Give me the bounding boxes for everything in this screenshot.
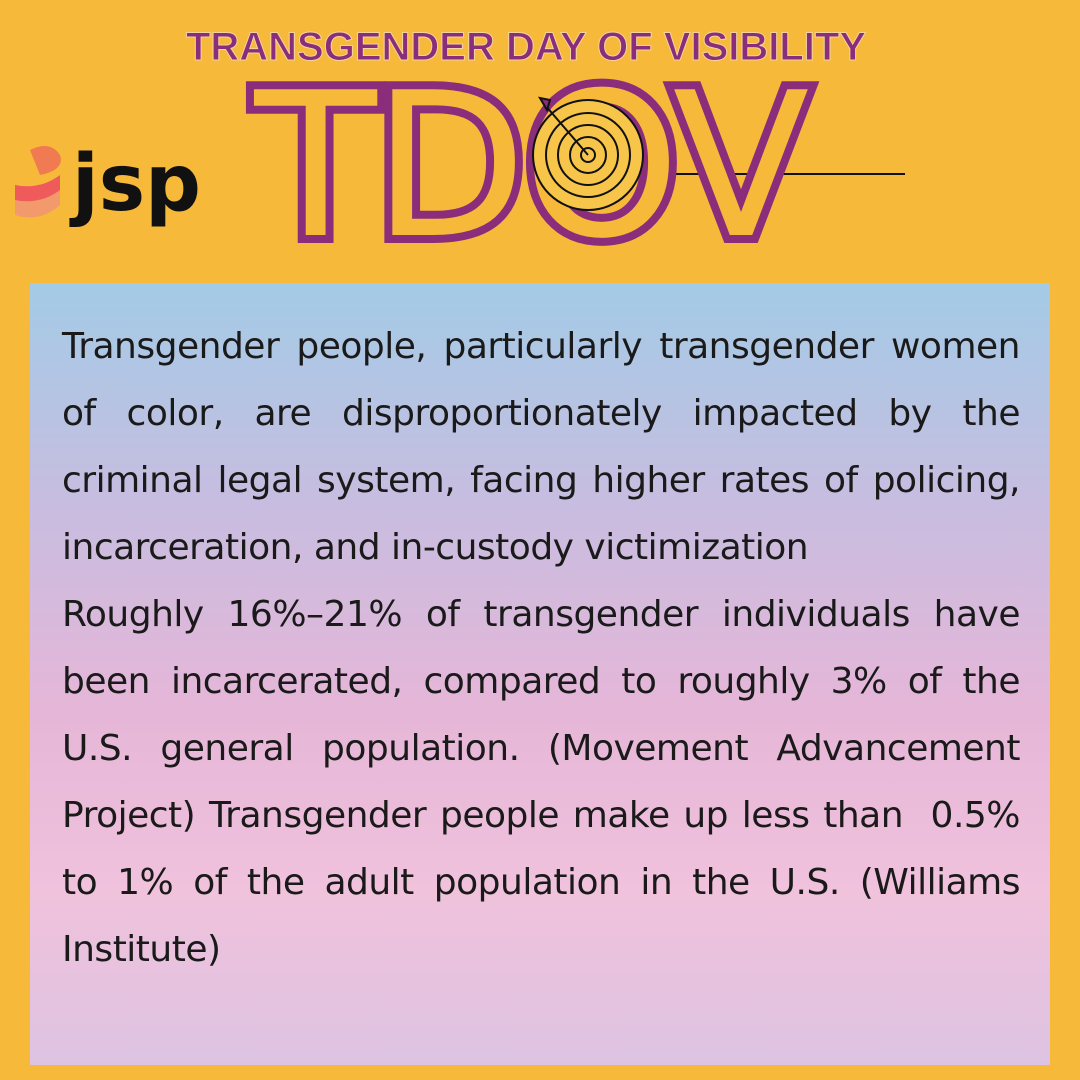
text-card: Transgender people, particularly transge…	[30, 283, 1050, 1065]
paragraph: Roughly 16%–21% of transgender individua…	[62, 594, 1031, 970]
body-text: Transgender people, particularly transge…	[62, 313, 1031, 983]
logo: jsp	[69, 139, 201, 229]
paragraph: Transgender people, particularly transge…	[62, 326, 1031, 568]
header: TRANSGENDER DAY OF VISIBILITY jsp TDOV	[15, 25, 905, 283]
logo-icon	[15, 146, 61, 218]
headline: TDOV	[254, 50, 809, 283]
target	[532, 96, 644, 211]
title: TRANSGENDER DAY OF VISIBILITY	[186, 25, 866, 69]
